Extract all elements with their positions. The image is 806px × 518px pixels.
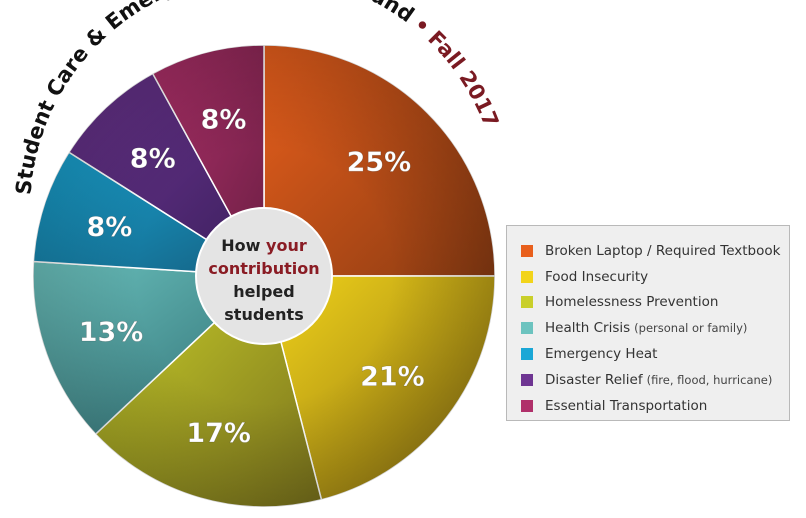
center-label-line3: helped xyxy=(233,282,294,301)
slice-value-label: 25% xyxy=(347,147,412,178)
legend-swatch xyxy=(521,373,533,386)
center-circle xyxy=(195,207,333,345)
legend-label: Broken Laptop / Required Textbook xyxy=(545,242,781,259)
slice-value-label: 21% xyxy=(360,362,425,393)
legend-item: Broken Laptop / Required Textbook xyxy=(521,238,789,264)
center-label-line2: contribution xyxy=(208,259,319,278)
legend-item: Food Insecurity xyxy=(521,264,789,290)
legend-list: Broken Laptop / Required Textbook Food In… xyxy=(521,238,789,419)
legend-swatch xyxy=(521,348,533,361)
legend-label: Health Crisis xyxy=(545,320,631,337)
legend-swatch xyxy=(521,296,533,309)
chart-legend: Broken Laptop / Required Textbook Food In… xyxy=(506,225,790,421)
center-label-line4: students xyxy=(224,305,303,324)
legend-item: Homelessness Prevention xyxy=(521,290,789,316)
legend-label: Disaster Relief xyxy=(545,371,643,388)
legend-item: Health Crisis (personal or family) xyxy=(521,315,789,341)
legend-swatch xyxy=(521,399,533,412)
slice-value-label: 8% xyxy=(130,144,176,175)
legend-item: Emergency Heat xyxy=(521,341,789,367)
slice-value-label: 17% xyxy=(186,418,251,449)
legend-note: (fire, flood, hurricane) xyxy=(646,372,773,387)
legend-item: Disaster Relief (fire, flood, hurricane) xyxy=(521,367,789,393)
legend-swatch xyxy=(521,244,533,257)
legend-item: Essential Transportation xyxy=(521,393,789,419)
legend-swatch xyxy=(521,270,533,283)
legend-label: Food Insecurity xyxy=(545,268,649,285)
legend-label: Essential Transportation xyxy=(545,397,708,414)
legend-note: (personal or family) xyxy=(634,321,748,336)
slice-value-label: 13% xyxy=(79,317,144,348)
center-label-line1: How your xyxy=(221,236,307,255)
legend-swatch xyxy=(521,322,533,335)
legend-label: Emergency Heat xyxy=(545,346,658,363)
slice-value-label: 8% xyxy=(201,105,247,136)
legend-label: Homelessness Prevention xyxy=(545,294,719,311)
slice-value-label: 8% xyxy=(86,212,132,243)
